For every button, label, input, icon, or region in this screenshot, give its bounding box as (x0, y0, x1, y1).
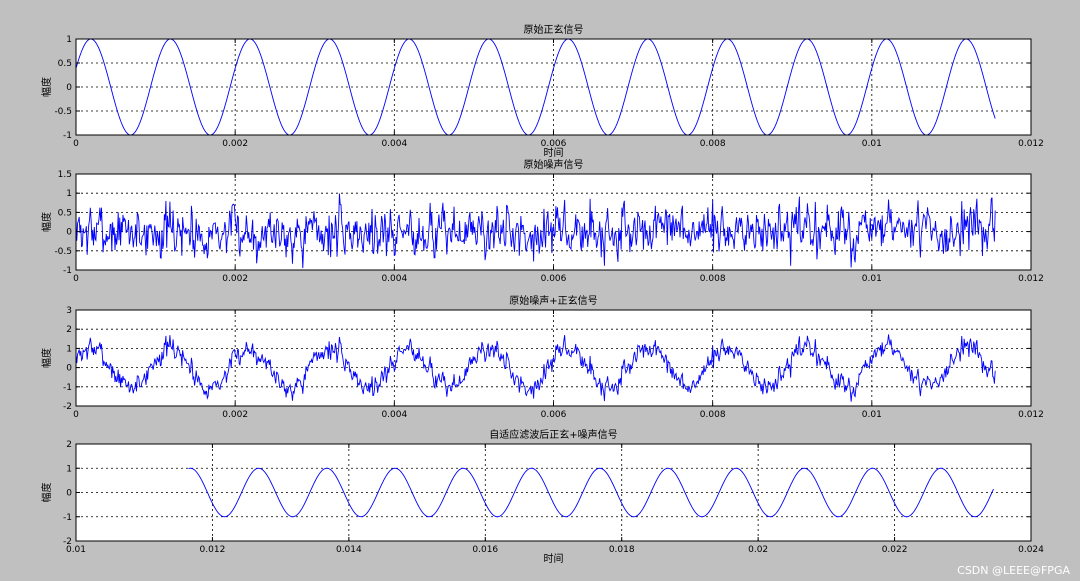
x-tick-label: 0.012 (1018, 274, 1044, 284)
plot-panel-noise: 0 0.002 0.004 0.006 0.008 0.01 0.012 -1 -0.5 0 0.5… (40, 158, 1044, 284)
y-tick-label: 3 (66, 306, 72, 316)
watermark: CSDN @LEEE@FPGA (957, 564, 1070, 577)
plot-panel-sine: 0 0.002 0.004 0.006 0.008 0.01 0.012 -1 -0.5 0 0.5… (40, 23, 1044, 159)
x-tick-label: 0.006 (541, 274, 567, 284)
x-tick-label: 0.016 (472, 545, 498, 555)
y-tick-label: 0 (66, 83, 72, 93)
x-tick-label: 0.006 (541, 139, 567, 149)
y-tick-label: 2 (66, 325, 72, 335)
series-line (188, 467, 994, 518)
y-tick-label: 0 (66, 364, 72, 374)
x-tick-label: 0 (73, 410, 79, 420)
x-tick-label: 0.004 (381, 274, 407, 284)
x-tick-label: 0.012 (200, 545, 226, 555)
x-tick-label: 0.006 (541, 410, 567, 420)
x-tick-label: 0.022 (882, 545, 908, 555)
x-tick-label: 0.002 (222, 274, 248, 284)
x-tick-label: 0 (73, 274, 79, 284)
x-tick-label: 0.01 (862, 410, 882, 420)
y-tick-label: 1.5 (58, 170, 72, 180)
x-tick-label: 0.008 (700, 139, 726, 149)
y-axis-label: 幅度 (40, 212, 53, 232)
series-line (75, 193, 996, 269)
plot-panel-filtered: 0.01 0.012 0.014 0.016 0.018 0.02 0.022 0.024 -2… (40, 428, 1044, 565)
x-tick-label: 0.008 (700, 274, 726, 284)
y-tick-label: 0 (66, 489, 72, 499)
x-tick-label: 0.012 (1018, 410, 1044, 420)
y-tick-label: -2 (63, 402, 72, 412)
plot-panel-sine-plus-noise: 0 0.002 0.004 0.006 0.008 0.01 0.012 -2 -1 0 1 2 3 原始… (40, 294, 1044, 420)
chart-title: 原始正玄信号 (524, 23, 584, 36)
x-tick-label: 0 (73, 139, 79, 149)
chart-title: 原始噪声+正玄信号 (509, 294, 597, 307)
series-line (75, 38, 996, 136)
x-tick-label: 0.024 (1018, 545, 1044, 555)
x-tick-label: 0.002 (222, 410, 248, 420)
y-axis-label: 幅度 (40, 483, 53, 503)
y-tick-label: -0.5 (54, 107, 72, 117)
y-tick-label: 0.5 (58, 208, 72, 218)
y-tick-label: 0 (66, 228, 72, 238)
y-tick-label: 1 (66, 189, 72, 199)
x-axis-label: 时间 (544, 146, 564, 159)
y-tick-label: -2 (63, 537, 72, 547)
chart-title: 自适应滤波后正玄+噪声信号 (489, 428, 617, 441)
y-tick-label: -1 (63, 383, 72, 393)
x-axis-label: 时间 (544, 552, 564, 565)
x-tick-label: 0.018 (609, 545, 635, 555)
y-tick-label: -1 (63, 513, 72, 523)
x-tick-label: 0.01 (862, 274, 882, 284)
x-tick-label: 0.01 (862, 139, 882, 149)
chart-title: 原始噪声信号 (524, 158, 584, 171)
x-tick-label: 0.02 (748, 545, 768, 555)
y-tick-label: -1 (63, 266, 72, 276)
series-line (75, 334, 996, 402)
y-axis-label: 幅度 (40, 77, 53, 97)
y-tick-label: 2 (66, 440, 72, 450)
x-tick-label: 0.002 (222, 139, 248, 149)
x-tick-label: 0.004 (381, 410, 407, 420)
x-tick-label: 0.014 (336, 545, 362, 555)
y-tick-label: -0.5 (54, 247, 72, 257)
x-tick-label: 0.012 (1018, 139, 1044, 149)
x-tick-label: 0.008 (700, 410, 726, 420)
x-tick-label: 0.004 (381, 139, 407, 149)
y-axis-label: 幅度 (40, 348, 53, 368)
y-tick-label: 1 (66, 464, 72, 474)
x-tick-label: 0.01 (66, 545, 86, 555)
y-tick-label: 1 (66, 35, 72, 45)
y-tick-label: 0.5 (58, 59, 72, 69)
y-tick-label: 1 (66, 344, 72, 354)
y-tick-label: -1 (63, 131, 72, 141)
